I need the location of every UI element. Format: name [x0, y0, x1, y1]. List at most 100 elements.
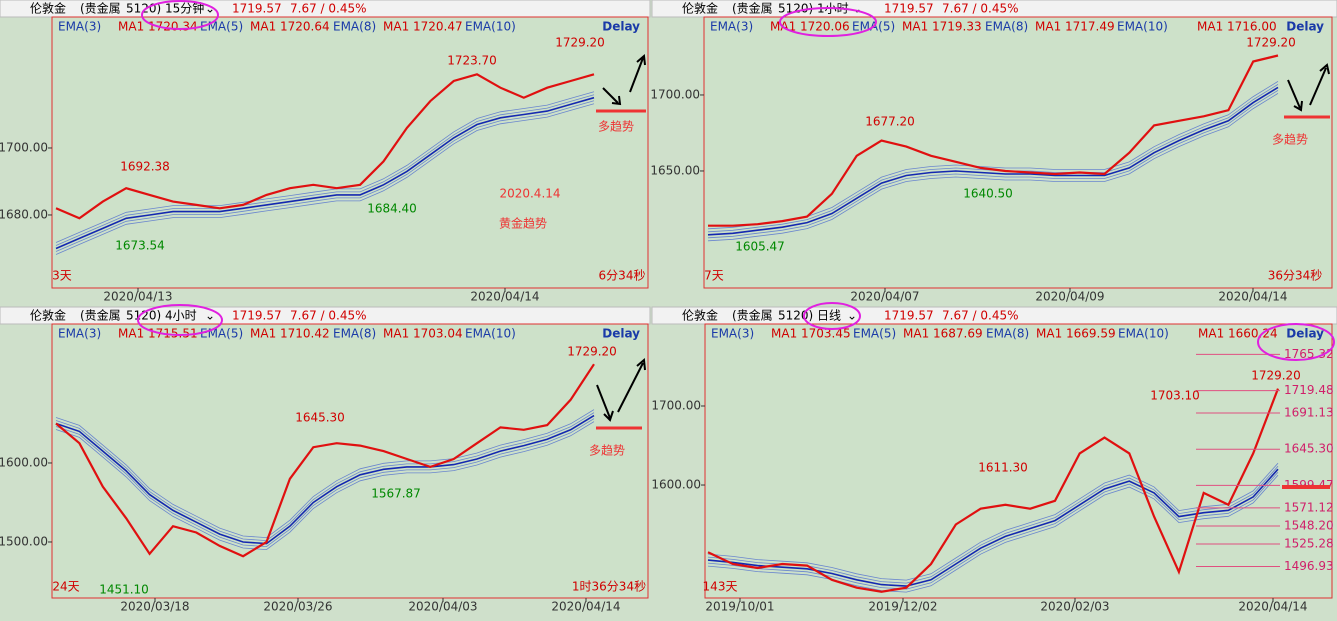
- ema-band: [55, 100, 595, 252]
- ma-value: MA1 1717.49: [1035, 20, 1115, 34]
- chart-panel: 伦敦金 (贵金属 5120) 15分钟 1719.57 7.67 / 0.45%⌄EMA(…: [0, 0, 651, 304]
- ema-band: [707, 471, 1279, 590]
- ma-value: MA1 1660.24: [1198, 327, 1278, 341]
- chart-annotation: 1723.70: [447, 54, 497, 68]
- ma-value: MA1 1719.33: [902, 20, 982, 34]
- header-timeframe: 15分钟: [165, 1, 204, 16]
- x-tick-label: 2019/10/01: [705, 600, 774, 614]
- ema-band: [55, 421, 595, 551]
- ema-label: EMA(8): [986, 327, 1029, 341]
- x-tick-label: 2020/02/03: [1040, 600, 1109, 614]
- timeframe-dropdown-arrow[interactable]: ⌄: [205, 309, 215, 323]
- chart-annotation: 1684.40: [367, 202, 417, 216]
- ema-label: EMA(8): [333, 20, 376, 34]
- chart-area: [704, 323, 1333, 599]
- chart-panel: 伦敦金 (贵金属 5120) 1小时 1719.57 7.67 / 0.45%⌄EMA(3…: [650, 0, 1337, 304]
- fib-level-label: 1525.28: [1284, 537, 1334, 551]
- ema-label: EMA(5): [853, 327, 896, 341]
- chart-annotation: 黄金趋势: [499, 216, 547, 231]
- delay-label: Delay: [1286, 20, 1324, 34]
- fib-level-label: 1599.47: [1284, 478, 1334, 492]
- chart-annotation: 7天: [704, 269, 724, 283]
- ema-line: [707, 468, 1279, 587]
- chart-annotation: 1640.50: [963, 187, 1013, 201]
- fib-level-label: 1496.93: [1284, 559, 1334, 573]
- chart-panel: 伦敦金 (贵金属 5120) 4小时 1719.57 7.67 / 0.45% ⌄ EMA(3…: [0, 306, 651, 614]
- chart-annotation: 1729.20: [1246, 36, 1296, 50]
- highlight: [141, 0, 219, 30]
- fib-level-label: 1691.13: [1284, 406, 1334, 420]
- header-change: 7.67 / 0.45%: [942, 2, 1019, 16]
- chart-annotation: 多趋势: [1272, 133, 1308, 147]
- chart-annotation: 多趋势: [598, 120, 634, 134]
- chart-annotation: 1692.38: [120, 160, 170, 174]
- chart-annotation: 1729.20: [555, 36, 605, 50]
- ema-band: [707, 462, 1279, 581]
- chart-annotation: 1567.87: [371, 487, 421, 501]
- timeframe-dropdown-arrow[interactable]: ⌄: [205, 2, 215, 16]
- ema-label: EMA(3): [710, 20, 753, 34]
- header-code: 5120): [778, 309, 813, 323]
- delay-label: Delay: [602, 20, 640, 34]
- x-tick-label: 2020/04/14: [1218, 290, 1287, 304]
- ema-label: EMA(10): [465, 327, 516, 341]
- ema-band: [55, 91, 595, 243]
- fib-level-label: 1571.12: [1284, 500, 1334, 514]
- y-tick-label: 1600.00: [651, 478, 701, 492]
- fib-level-label: 1765.32: [1284, 347, 1334, 361]
- ma-value: MA1 1720.64: [250, 20, 330, 34]
- chart-annotation: 1605.47: [735, 240, 785, 254]
- ma-value: MA1 1669.59: [1036, 327, 1116, 341]
- y-tick-label: 1680.00: [0, 207, 48, 221]
- ma-value: MA1 1710.42: [250, 327, 330, 341]
- timeframe-dropdown-arrow[interactable]: ⌄: [847, 309, 857, 323]
- ema-band: [707, 90, 1279, 239]
- ema-band: [55, 412, 595, 542]
- y-tick-label: 1500.00: [0, 534, 48, 548]
- ma-value: MA1 1703.04: [383, 327, 463, 341]
- highlight: [779, 7, 877, 37]
- chart-annotation: 1677.20: [865, 115, 915, 129]
- price-line: [55, 363, 595, 558]
- ema-label: EMA(5): [200, 327, 243, 341]
- price-line: [55, 73, 595, 220]
- header-symbol: 伦敦金: [30, 1, 66, 16]
- x-tick-label: 2020/04/09: [1035, 290, 1104, 304]
- header-timeframe: 4小时: [165, 309, 197, 323]
- ema-label: EMA(5): [200, 20, 243, 34]
- x-tick-label: 2020/04/14: [551, 600, 620, 614]
- ema-label: EMA(3): [711, 327, 754, 341]
- ma-value: MA1 1687.69: [903, 327, 983, 341]
- header-timeframe: 日线: [817, 309, 841, 323]
- ema-band: [55, 103, 595, 255]
- chart-annotation: 36分34秒: [1268, 269, 1323, 283]
- chart-annotation: 143天: [703, 580, 738, 594]
- highlight: [803, 302, 861, 330]
- ema-label: EMA(3): [58, 20, 101, 34]
- price-line: [708, 54, 1279, 227]
- x-tick-label: 2020/04/14: [470, 290, 539, 304]
- x-tick-label: 2020/04/14: [1238, 600, 1307, 614]
- chart-annotation: 1703.10: [1150, 389, 1200, 403]
- chart-annotation: 1645.30: [295, 411, 345, 425]
- arrow: [1287, 63, 1330, 112]
- ma-value: MA1 1720.47: [383, 20, 463, 34]
- header-change: 7.67 / 0.45%: [290, 2, 367, 16]
- ema-band: [707, 93, 1279, 242]
- ema-label: EMA(8): [985, 20, 1028, 34]
- timeframe-dropdown-arrow[interactable]: ⌄: [852, 2, 862, 16]
- x-tick-label: 2020/04/13: [103, 290, 172, 304]
- ema-band: [55, 409, 595, 539]
- chart-annotation: 1729.20: [1251, 369, 1301, 383]
- y-tick-label: 1600.00: [0, 455, 48, 469]
- x-tick-label: 2019/12/02: [868, 600, 937, 614]
- chart-annotation: 1451.10: [99, 583, 149, 597]
- chart-panel: 伦敦金 (贵金属 5120) 日线 1719.57 7.67 / 0.45% ⌄ EMA(3)…: [651, 306, 1337, 614]
- header-code: 5120): [126, 309, 161, 323]
- delay-label: Delay: [1286, 327, 1324, 341]
- header-category: (贵金属: [80, 1, 121, 16]
- ema-label: EMA(10): [465, 20, 516, 34]
- chart-area: [51, 16, 649, 289]
- header-price: 1719.57: [884, 2, 934, 16]
- chart-annotation: 多趋势: [589, 444, 625, 458]
